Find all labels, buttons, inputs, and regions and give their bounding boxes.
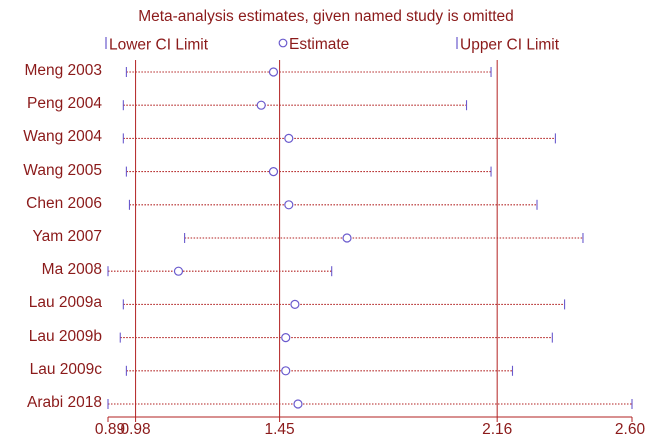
legend-lower: Lower CI Limit: [103, 36, 208, 55]
estimate-marker: [173, 266, 184, 276]
estimate-marker: [284, 200, 294, 210]
x-tick-label: 0.89: [94, 421, 126, 438]
study-label: Arabi 2018: [27, 394, 102, 411]
upper-ci-legend-marker: [454, 36, 460, 55]
x-tick-label: 2.16: [482, 421, 513, 438]
estimate-marker: [281, 333, 291, 343]
study-label: Chen 2006: [26, 194, 102, 212]
study-label: Lau 2009c: [29, 360, 102, 378]
estimate-marker: [290, 299, 300, 309]
x-tick-label: 2.60: [614, 421, 646, 438]
legend-estimate: Estimate: [277, 36, 349, 54]
lower-ci-legend-marker: [103, 36, 109, 55]
legend-upper-label: Upper CI Limit: [460, 36, 560, 54]
x-tick-label: 1.45: [264, 421, 295, 438]
x-tick-label: 0.98: [120, 421, 151, 438]
study-label: Yam 2007: [32, 228, 102, 245]
study-label: Wang 2005: [23, 161, 102, 179]
estimate-marker: [342, 233, 352, 243]
study-label: Wang 2004: [23, 128, 102, 146]
study-label: Lau 2009b: [28, 327, 102, 345]
estimate-marker: [293, 399, 303, 409]
legend-estimate-label: Estimate: [289, 36, 350, 54]
study-label: Ma 2008: [41, 261, 102, 279]
estimate-marker: [281, 366, 291, 376]
study-label: Peng 2004: [27, 95, 102, 113]
chart-title: Meta-analysis estimates, given named stu…: [138, 8, 514, 25]
estimate-marker: [256, 100, 266, 110]
study-label: Meng 2003: [24, 62, 102, 79]
estimate-marker: [268, 167, 279, 177]
legend-lower-label: Lower CI Limit: [109, 36, 209, 54]
estimate-marker: [268, 67, 279, 77]
estimate-marker: [284, 133, 294, 143]
study-label: Lau 2009a: [28, 294, 102, 312]
estimate-legend-marker: [277, 36, 289, 54]
legend-upper: Upper CI Limit: [454, 36, 559, 55]
